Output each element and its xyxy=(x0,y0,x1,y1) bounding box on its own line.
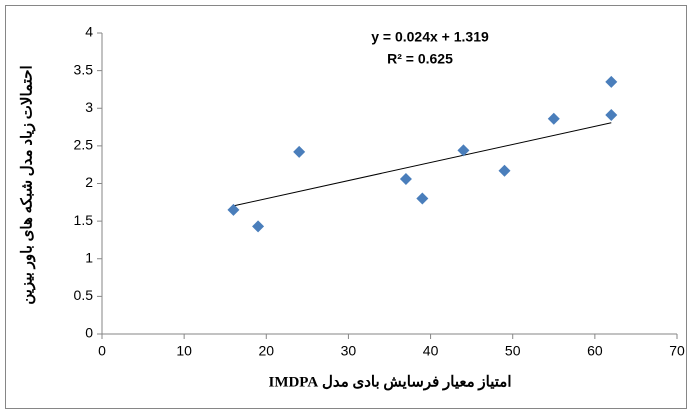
y-tick-label: 1.5 xyxy=(74,212,94,228)
x-tick-label: 0 xyxy=(98,343,106,359)
data-point xyxy=(547,112,560,125)
y-tick-label: 0.5 xyxy=(74,287,94,303)
data-point xyxy=(457,144,470,157)
data-point xyxy=(252,220,265,233)
data-point xyxy=(416,192,429,205)
y-tick-label: 3.5 xyxy=(74,61,94,77)
x-tick-label: 50 xyxy=(505,343,521,359)
trendline xyxy=(233,122,612,207)
x-tick-label: 10 xyxy=(176,343,192,359)
y-tick-label: 2.5 xyxy=(74,137,94,153)
data-point xyxy=(293,145,306,158)
y-tick-label: 2 xyxy=(85,174,93,190)
data-point xyxy=(498,164,511,177)
trendline-equation: y = 0.024x + 1.319 xyxy=(371,29,489,45)
x-tick-label: 30 xyxy=(341,343,357,359)
trendline-r2: R² = 0.625 xyxy=(387,51,453,67)
x-axis-label: امتیاز معیار فرسایش بادی مدل IMDPA xyxy=(268,374,511,390)
y-axis-label: احتمالات زیاد مدل شبکه های باور بیزین xyxy=(19,65,35,304)
y-tick-label: 4 xyxy=(85,24,93,40)
y-tick-label: 0 xyxy=(85,325,93,341)
data-point xyxy=(227,203,240,216)
x-tick-label: 70 xyxy=(669,343,685,359)
y-tick-label: 1 xyxy=(85,249,93,265)
x-tick-label: 60 xyxy=(587,343,603,359)
data-point xyxy=(605,75,618,88)
data-point xyxy=(399,172,412,185)
chart-frame xyxy=(5,5,687,409)
y-tick-label: 3 xyxy=(85,99,93,115)
data-point xyxy=(605,109,618,122)
x-tick-label: 40 xyxy=(423,343,439,359)
x-tick-label: 20 xyxy=(258,343,274,359)
